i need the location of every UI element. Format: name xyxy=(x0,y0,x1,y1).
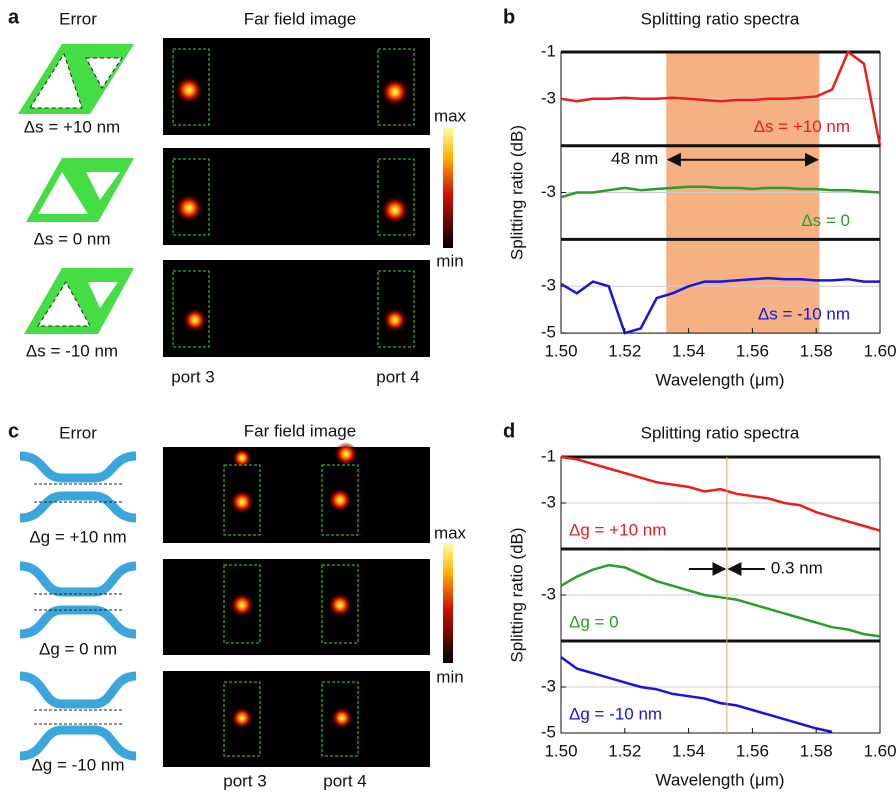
row-label: Δs = +10 nm xyxy=(24,117,120,136)
x-tick-label: 1.58 xyxy=(800,741,833,760)
panel-label: b xyxy=(503,6,515,28)
y-tick-label: -3 xyxy=(541,584,556,603)
x-tick-label: 1.50 xyxy=(544,342,577,361)
colorbar-label: max xyxy=(434,106,467,125)
panel-label: d xyxy=(503,420,515,442)
legend-label: Δg = 0 xyxy=(569,612,619,631)
column-title: Error xyxy=(59,423,97,442)
y-tick-label: -3 xyxy=(541,676,556,695)
legend-label: Δs = +10 nm xyxy=(754,117,850,136)
panel-label: c xyxy=(8,420,19,442)
annotation: 48 nm xyxy=(611,149,658,168)
row-label: Δg = 0 nm xyxy=(39,639,117,658)
reference-lines xyxy=(34,483,122,725)
legend-label: Δg = +10 nm xyxy=(569,520,666,539)
colorbar-label: min xyxy=(436,251,463,270)
port-label: port 3 xyxy=(171,367,214,386)
y-tick-label: -3 xyxy=(541,492,556,511)
x-axis-label: Wavelength (μm) xyxy=(655,770,784,789)
row-label: Δg = -10 nm xyxy=(31,755,124,774)
panel-label: a xyxy=(8,6,20,28)
annotation: 0.3 nm xyxy=(771,558,823,577)
legend-label: Δs = -10 nm xyxy=(758,305,850,324)
series-line xyxy=(560,563,881,638)
y-tick-label: -5 xyxy=(541,323,556,342)
column-title: Error xyxy=(59,9,97,28)
port-label: port 4 xyxy=(376,367,419,386)
series-line xyxy=(560,656,833,734)
x-tick-label: 1.52 xyxy=(608,741,641,760)
colorbar-label: min xyxy=(436,667,463,686)
coupler-diagrams xyxy=(19,451,137,761)
port-label: port 4 xyxy=(323,771,366,790)
x-tick-label: 1.56 xyxy=(736,342,769,361)
y-tick-label: -1 xyxy=(541,446,556,465)
far-field-images xyxy=(163,38,453,357)
y-tick-label: -3 xyxy=(541,182,556,201)
x-tick-label: 1.60 xyxy=(863,342,896,361)
column-title: Far field image xyxy=(244,9,356,28)
series-line xyxy=(560,50,882,146)
series-line xyxy=(560,276,880,335)
legend-label: Δg = -10 nm xyxy=(569,704,662,723)
x-tick-label: 1.60 xyxy=(863,741,896,760)
colorbar-label: max xyxy=(434,523,467,542)
x-tick-label: 1.52 xyxy=(608,342,641,361)
chart-title: Splitting ratio spectra xyxy=(641,9,800,28)
x-tick-label: 1.54 xyxy=(672,741,705,760)
row-label: Δg = +10 nm xyxy=(29,527,126,546)
chart-title: Splitting ratio spectra xyxy=(641,423,800,442)
far-field-images xyxy=(163,442,453,767)
port-label: port 3 xyxy=(223,771,266,790)
x-tick-label: 1.58 xyxy=(800,342,833,361)
y-tick-label: -3 xyxy=(541,88,556,107)
legend-label: Δs = 0 xyxy=(801,211,850,230)
x-axis-label: Wavelength (μm) xyxy=(655,371,784,390)
x-tick-label: 1.50 xyxy=(544,741,577,760)
x-tick-label: 1.56 xyxy=(736,741,769,760)
y-tick-label: -1 xyxy=(541,41,556,60)
row-label: Δs = 0 nm xyxy=(33,229,110,248)
triangle-diagrams xyxy=(18,44,134,334)
series-line xyxy=(560,455,881,532)
y-axis-label: Splitting ratio (dB) xyxy=(507,125,526,260)
y-tick-label: -3 xyxy=(541,276,556,295)
y-axis-label: Splitting ratio (dB) xyxy=(507,527,526,662)
row-label: Δs = -10 nm xyxy=(26,341,118,360)
y-tick-label: -5 xyxy=(541,722,556,741)
series-line xyxy=(560,185,881,199)
x-tick-label: 1.54 xyxy=(672,342,705,361)
column-title: Far field image xyxy=(244,421,356,440)
